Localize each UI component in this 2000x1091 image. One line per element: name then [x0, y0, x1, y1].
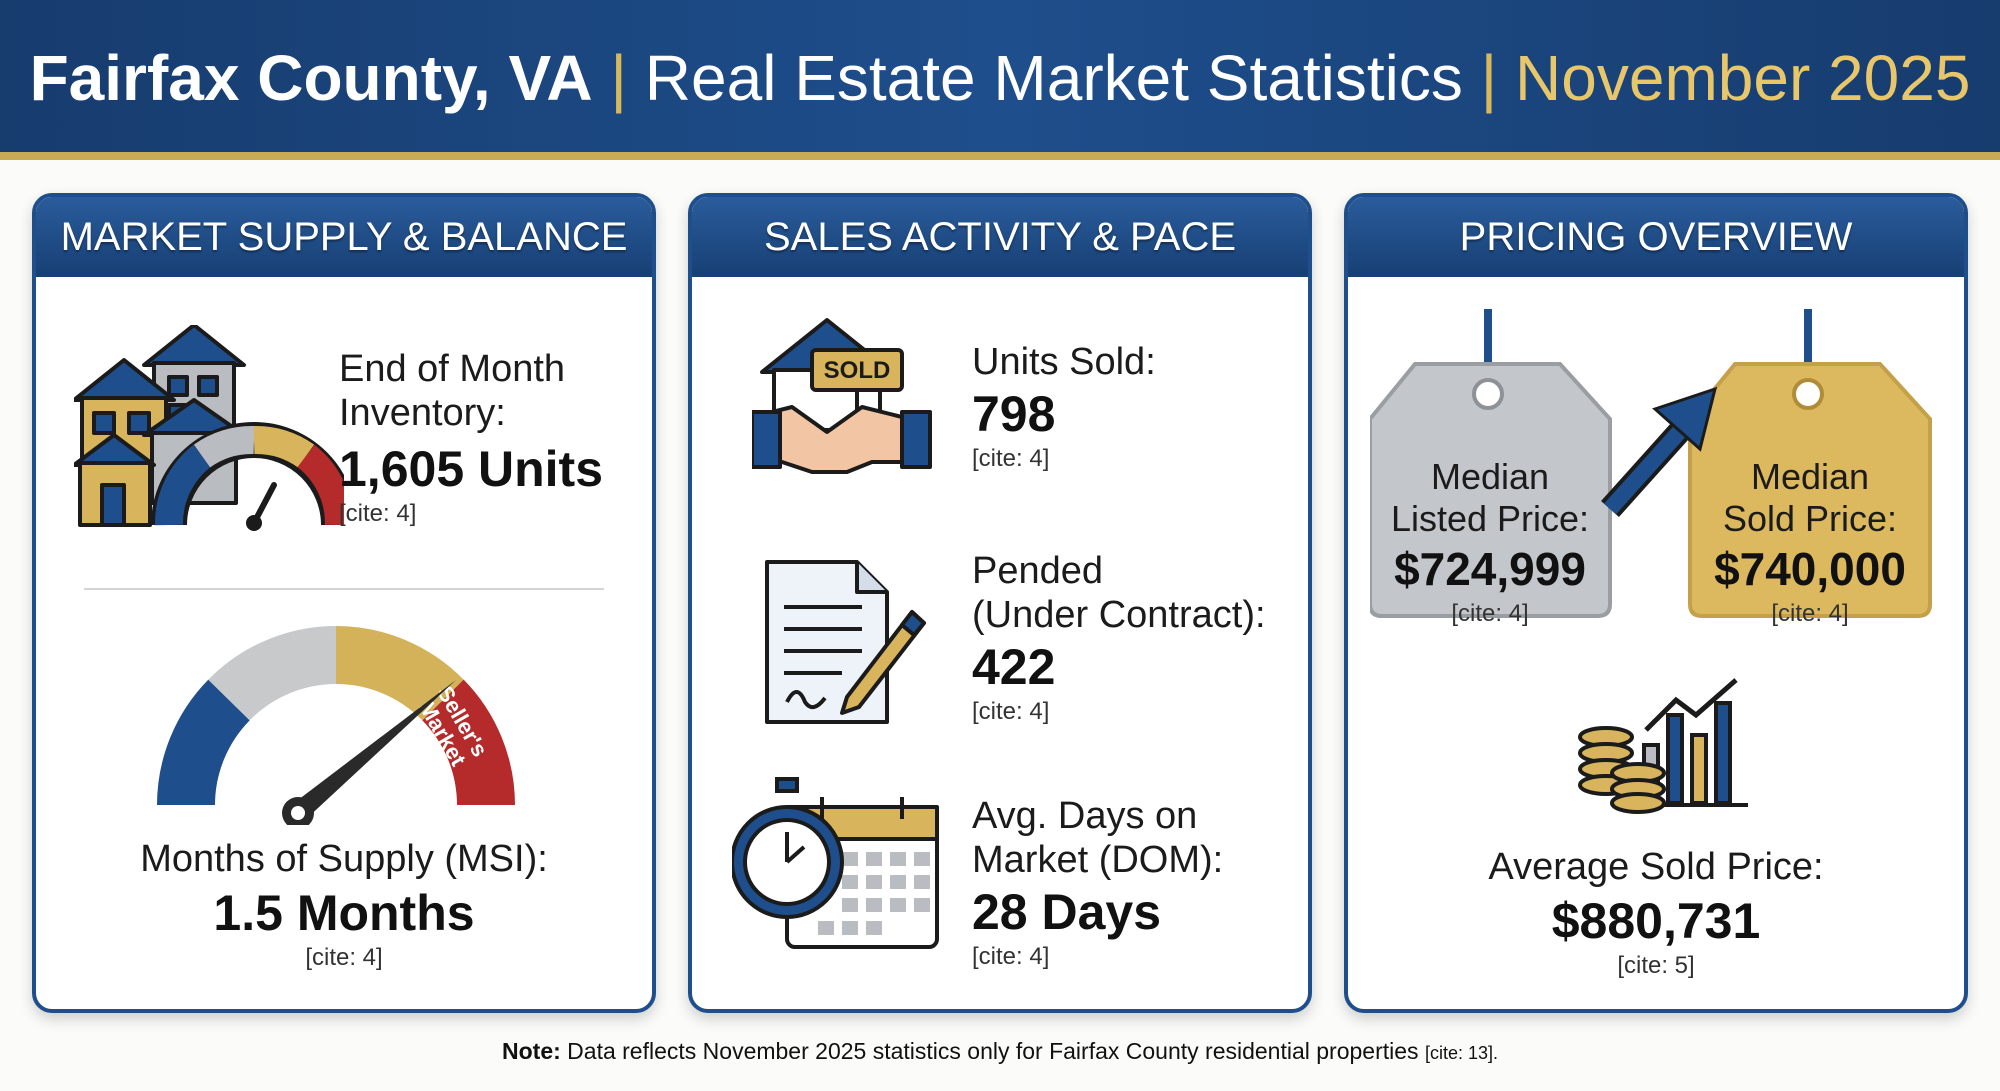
section-divider — [84, 588, 604, 590]
coins-bar-chart-icon — [1578, 678, 1748, 814]
avg-sold-value: $880,731 — [1551, 893, 1761, 949]
median-sold-value: $740,000 — [1714, 543, 1906, 595]
note-text: Data reflects November 2025 statistics o… — [567, 1038, 1419, 1064]
sold-sign-text: SOLD — [824, 357, 891, 384]
median-listed-label-line-1: Median — [1430, 456, 1550, 497]
inventory-label-line-2: Inventory: — [339, 392, 506, 434]
title-location: Fairfax County, VA — [29, 42, 593, 114]
median-listed-label-line-2: Listed Price: — [1390, 498, 1590, 539]
title-separator: | — [1480, 42, 1498, 114]
inventory-label-line-1: End of Month — [339, 348, 566, 390]
houses-inventory-icon — [74, 325, 344, 531]
median-sold-label-line-2: Sold Price: — [1722, 498, 1898, 539]
sold-handshake-icon: SOLD — [752, 318, 932, 474]
inventory-value: 1,605 Units — [339, 441, 604, 497]
dom-label-line-2: Market (DOM): — [972, 839, 1224, 881]
card-heading: PRICING OVERVIEW — [1348, 197, 1964, 277]
note-cite: [cite: 13]. — [1424, 1043, 1498, 1063]
msi-label: Months of Supply (MSI): — [140, 838, 548, 880]
sales-activity-card: SALES ACTIVITY & PACE SOLD Units Sold: 7… — [688, 193, 1312, 1013]
pended-label-line-1: Pended — [972, 550, 1104, 592]
units-sold-value: 798 — [972, 386, 1056, 442]
note-label: Note: — [502, 1038, 561, 1064]
title-separator: | — [610, 42, 628, 114]
pended-label-line-2: (Under Contract): — [972, 594, 1266, 636]
pricing-overview-card: PRICING OVERVIEW Median Listed Price: $7… — [1344, 193, 1968, 1013]
title-date: November 2025 — [1515, 42, 1971, 114]
footer-note: Note: Data reflects November 2025 statis… — [0, 1038, 2000, 1065]
units-sold-cite: [cite: 4] — [972, 445, 1050, 472]
card-heading: SALES ACTIVITY & PACE — [692, 197, 1308, 277]
dom-value: 28 Days — [972, 884, 1162, 940]
msi-value: 1.5 Months — [213, 885, 475, 941]
card-heading: MARKET SUPPLY & BALANCE — [36, 197, 652, 277]
price-tags-graphic — [1370, 309, 1932, 618]
title-subject: Real Estate Market Statistics — [644, 42, 1463, 114]
pended-value: 422 — [972, 639, 1056, 695]
months-of-supply-gauge: Seller's Market — [157, 626, 515, 825]
dom-label-line-1: Avg. Days on — [972, 795, 1198, 837]
median-sold-cite: [cite: 4] — [1771, 600, 1849, 627]
msi-cite: [cite: 4] — [305, 944, 383, 971]
page-title: Fairfax County, VA | Real Estate Market … — [0, 38, 2000, 118]
stopwatch-calendar-icon — [732, 777, 939, 949]
inventory-cite: [cite: 4] — [339, 500, 417, 527]
avg-sold-label: Average Sold Price: — [1488, 846, 1824, 888]
header-divider — [0, 152, 2000, 160]
dom-cite: [cite: 4] — [972, 943, 1050, 970]
units-sold-label: Units Sold: — [972, 341, 1156, 383]
header-banner — [0, 0, 2000, 156]
median-sold-label-line-1: Median — [1750, 456, 1870, 497]
pended-cite: [cite: 4] — [972, 698, 1050, 725]
avg-sold-cite: [cite: 5] — [1617, 952, 1695, 979]
median-listed-value: $724,999 — [1394, 543, 1586, 595]
contract-document-icon — [765, 560, 926, 724]
market-supply-card: MARKET SUPPLY & BALANCE End of Month Inv… — [32, 193, 656, 1013]
median-listed-cite: [cite: 4] — [1451, 600, 1529, 627]
